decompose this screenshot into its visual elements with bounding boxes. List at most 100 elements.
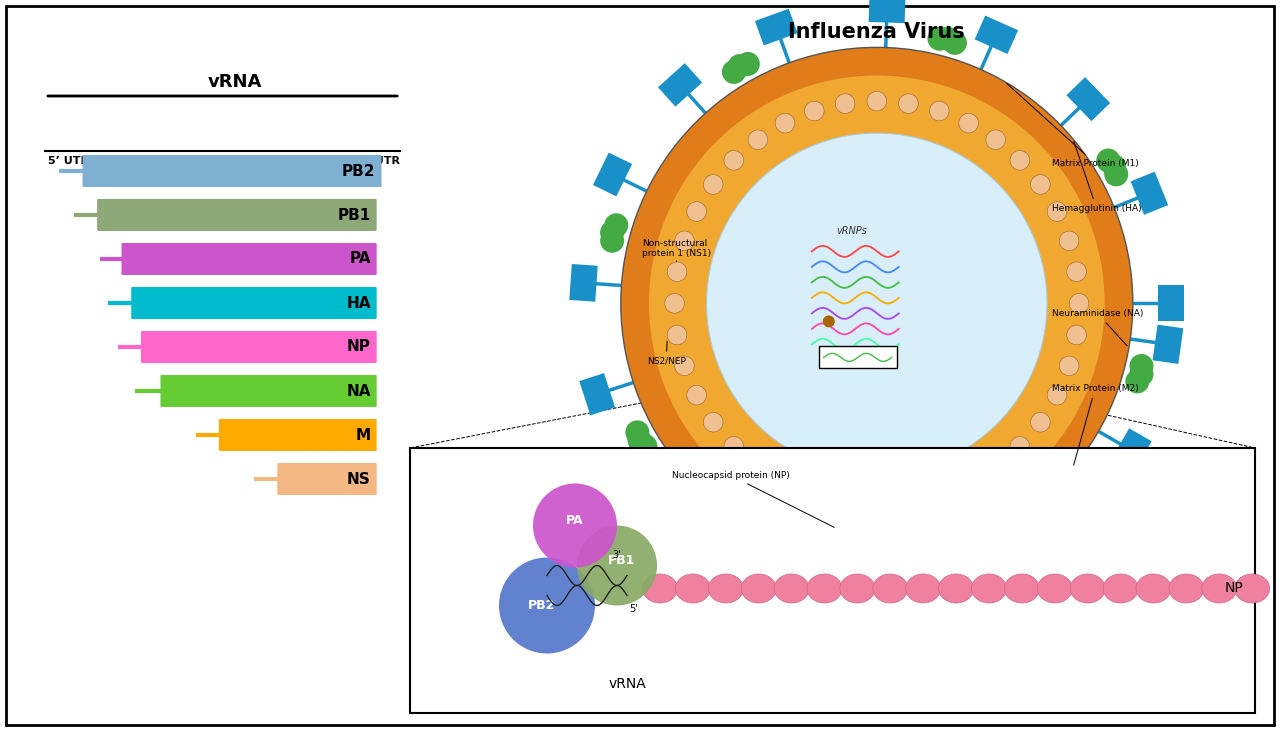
- FancyBboxPatch shape: [122, 243, 376, 275]
- Polygon shape: [630, 470, 673, 515]
- Circle shape: [1066, 262, 1087, 281]
- Circle shape: [787, 552, 810, 576]
- Circle shape: [943, 31, 966, 55]
- Polygon shape: [1152, 325, 1183, 364]
- Circle shape: [687, 385, 707, 405]
- Text: vRNA: vRNA: [207, 73, 262, 91]
- Text: 5': 5': [628, 605, 637, 615]
- FancyBboxPatch shape: [219, 419, 376, 451]
- Circle shape: [704, 175, 723, 194]
- Text: Non-structural
protein 1 (NS1): Non-structural protein 1 (NS1): [641, 238, 710, 262]
- Text: PB1: PB1: [608, 554, 636, 567]
- FancyBboxPatch shape: [132, 287, 376, 319]
- Circle shape: [836, 493, 855, 513]
- FancyBboxPatch shape: [82, 155, 381, 187]
- Circle shape: [1047, 202, 1066, 221]
- Ellipse shape: [1137, 574, 1171, 603]
- Polygon shape: [593, 153, 632, 197]
- Circle shape: [748, 457, 768, 477]
- Polygon shape: [1066, 77, 1110, 121]
- Circle shape: [707, 133, 1047, 474]
- Circle shape: [532, 483, 617, 567]
- Circle shape: [748, 130, 768, 150]
- Text: gene: gene: [229, 156, 260, 166]
- Circle shape: [776, 113, 795, 133]
- Circle shape: [929, 486, 948, 506]
- Text: PB2: PB2: [342, 164, 375, 178]
- Circle shape: [724, 436, 744, 456]
- Text: 3': 3': [612, 550, 621, 561]
- Polygon shape: [1036, 514, 1080, 556]
- Circle shape: [1129, 363, 1153, 386]
- Bar: [819, 346, 897, 368]
- Circle shape: [805, 486, 824, 506]
- Bar: [410, 448, 1254, 713]
- Polygon shape: [827, 581, 865, 610]
- Ellipse shape: [972, 574, 1006, 603]
- Circle shape: [867, 496, 887, 515]
- Circle shape: [899, 493, 918, 513]
- Ellipse shape: [676, 574, 710, 603]
- Circle shape: [499, 558, 595, 654]
- Text: Matrix Protein (M1): Matrix Protein (M1): [1007, 83, 1138, 168]
- Circle shape: [675, 356, 694, 376]
- Ellipse shape: [906, 574, 941, 603]
- Circle shape: [959, 474, 978, 493]
- Ellipse shape: [806, 574, 842, 603]
- Ellipse shape: [1202, 574, 1236, 603]
- Polygon shape: [580, 373, 616, 415]
- Circle shape: [867, 91, 887, 111]
- Text: NA: NA: [346, 384, 371, 398]
- Circle shape: [1125, 369, 1149, 393]
- Ellipse shape: [938, 574, 974, 603]
- Text: NP: NP: [347, 339, 371, 355]
- Text: M: M: [356, 428, 371, 442]
- Polygon shape: [570, 264, 598, 302]
- Circle shape: [986, 130, 1006, 150]
- Polygon shape: [1111, 428, 1152, 472]
- Circle shape: [776, 474, 795, 493]
- Circle shape: [986, 457, 1006, 477]
- Ellipse shape: [1103, 574, 1138, 603]
- Circle shape: [1096, 148, 1120, 173]
- Circle shape: [1002, 529, 1025, 553]
- Ellipse shape: [1235, 574, 1270, 603]
- Text: PB1: PB1: [338, 208, 371, 222]
- Text: Influenza Virus: Influenza Virus: [788, 22, 965, 42]
- Circle shape: [959, 113, 978, 133]
- Circle shape: [736, 52, 760, 76]
- Circle shape: [823, 315, 835, 327]
- Text: NP: NP: [1224, 581, 1243, 596]
- Text: Hemagglutinin (HA): Hemagglutinin (HA): [1052, 141, 1142, 213]
- Text: 3’ UTR: 3’ UTR: [358, 156, 399, 166]
- Polygon shape: [717, 543, 760, 583]
- Text: vRNPs: vRNPs: [836, 227, 867, 236]
- FancyBboxPatch shape: [141, 331, 376, 363]
- Text: vRNP: vRNP: [810, 415, 854, 433]
- FancyBboxPatch shape: [160, 375, 376, 407]
- Ellipse shape: [708, 574, 744, 603]
- Circle shape: [577, 526, 657, 605]
- Circle shape: [794, 556, 818, 580]
- Ellipse shape: [1169, 574, 1204, 603]
- Circle shape: [1105, 162, 1128, 186]
- Circle shape: [675, 231, 694, 251]
- Circle shape: [722, 60, 746, 84]
- Circle shape: [928, 27, 951, 50]
- Circle shape: [687, 202, 707, 221]
- Circle shape: [1047, 385, 1066, 405]
- Circle shape: [1030, 412, 1050, 432]
- Circle shape: [600, 229, 625, 253]
- Circle shape: [1069, 294, 1089, 313]
- Text: NS2/NEP: NS2/NEP: [646, 341, 686, 366]
- Circle shape: [667, 262, 687, 281]
- Circle shape: [836, 94, 855, 113]
- Circle shape: [803, 556, 826, 580]
- Polygon shape: [937, 569, 979, 603]
- Ellipse shape: [643, 574, 677, 603]
- Text: vRNA: vRNA: [608, 677, 646, 691]
- Polygon shape: [658, 63, 703, 107]
- Polygon shape: [974, 15, 1018, 54]
- Circle shape: [621, 48, 1133, 559]
- Circle shape: [626, 420, 649, 444]
